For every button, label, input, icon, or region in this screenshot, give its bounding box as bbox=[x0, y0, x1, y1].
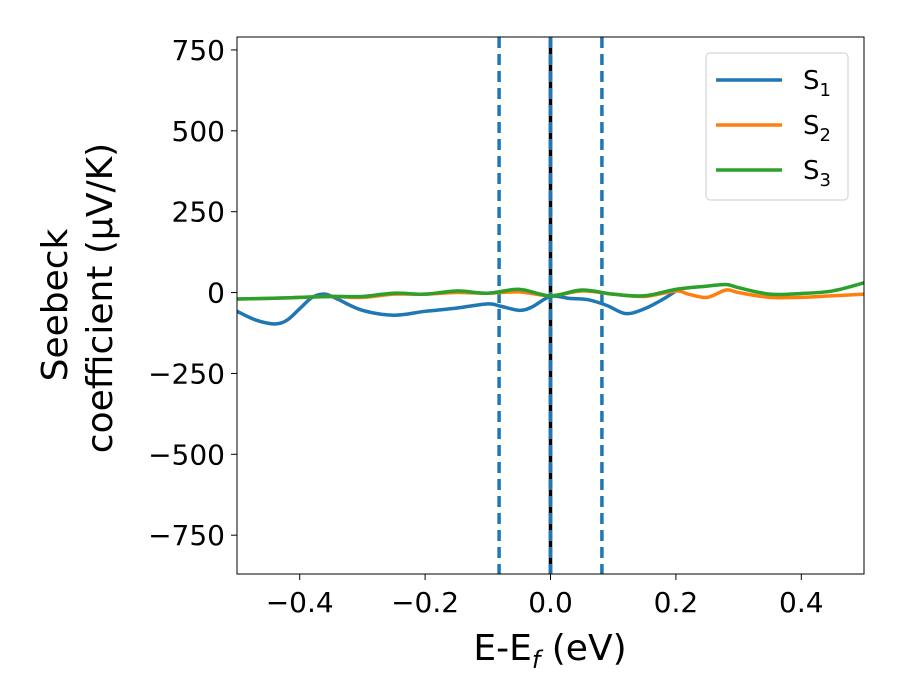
x-tick-label: −0.4 bbox=[266, 586, 334, 619]
y-tick-label: −250 bbox=[148, 357, 225, 390]
vertical-lines bbox=[497, 37, 604, 574]
y-tick-label: 250 bbox=[172, 196, 225, 229]
legend-label-s2: S2 bbox=[803, 111, 831, 146]
y-tick-label: 500 bbox=[172, 115, 225, 148]
y-tick-label: −500 bbox=[148, 438, 225, 471]
y-axis-label-line1: Seebeck bbox=[35, 228, 76, 381]
y-axis: 750 500 250 0 −250 −500 −750 bbox=[148, 34, 237, 552]
legend-label-s3: S3 bbox=[803, 156, 831, 191]
x-tick-label: 0.0 bbox=[528, 586, 573, 619]
y-axis-label: Seebeck coefficient (μV/K) bbox=[35, 143, 121, 453]
series-layer bbox=[237, 281, 864, 326]
legend: S1 S2 S3 bbox=[705, 52, 849, 201]
series-line-s3 bbox=[237, 281, 864, 301]
y-tick-label: 750 bbox=[172, 34, 225, 67]
x-tick-label: 0.2 bbox=[654, 586, 699, 619]
legend-entries: S1 S2 S3 bbox=[716, 66, 831, 191]
x-axis: −0.4 −0.2 0.0 0.2 0.4 bbox=[266, 574, 824, 619]
series-line-s1 bbox=[237, 289, 678, 326]
y-axis-label-line2: coefficient (μV/K) bbox=[80, 143, 121, 453]
x-axis-label: E-Ef (eV) bbox=[473, 628, 626, 674]
legend-label-s1: S1 bbox=[803, 66, 831, 101]
y-tick-label: −750 bbox=[148, 519, 225, 552]
x-tick-label: 0.4 bbox=[779, 586, 824, 619]
y-tick-label: 0 bbox=[207, 277, 225, 310]
x-tick-label: −0.2 bbox=[391, 586, 459, 619]
